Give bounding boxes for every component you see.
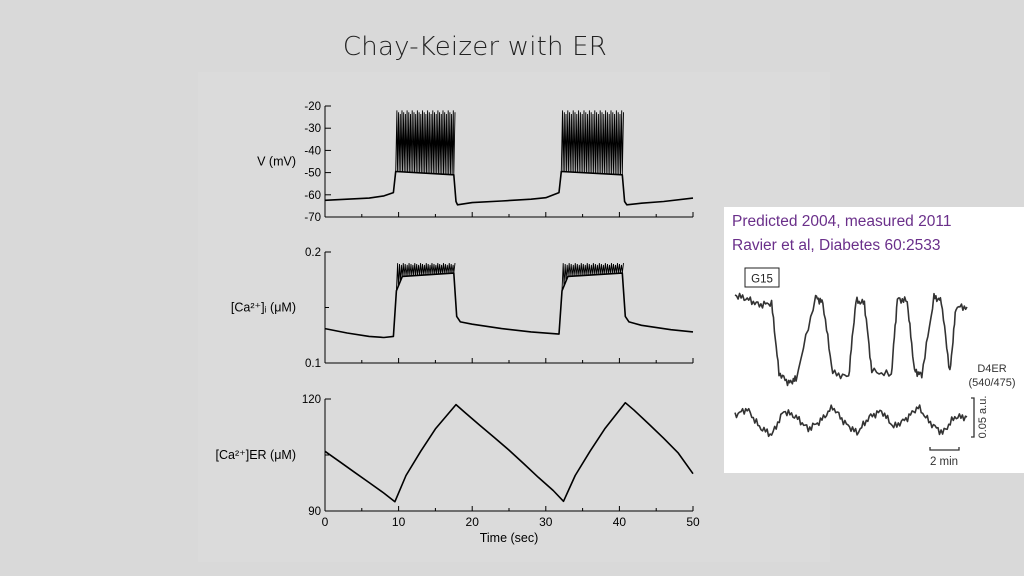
data-line-calcium-er	[324, 401, 694, 503]
y-axis-title: [Ca²⁺]ER (μM)	[216, 448, 296, 462]
y-tick-label: -50	[304, 168, 321, 180]
simulation-chart: -20 -30 -40 -50 -60 -70 V (mV) 0.2 0.1 [Ca²⁺]ᵢ (…	[216, 101, 700, 545]
data-line-voltage	[324, 170, 694, 206]
y-axis-title: V (mV)	[257, 155, 296, 169]
d4er-label: D4ER	[977, 363, 1006, 375]
measured-chart: G15 D4ER (540/475) 0.05 a.u. 2 min	[734, 267, 1016, 468]
y-tick-label: -30	[304, 123, 321, 135]
x-tick-label: 40	[613, 515, 627, 529]
burst-oscillations	[395, 110, 456, 175]
data-line-calcium-cytosol	[324, 272, 694, 339]
x-tick-label: 30	[539, 515, 553, 529]
y-tick-label: 0.1	[305, 358, 321, 370]
measured-traces	[734, 292, 968, 438]
scale-bar-horizontal-label: 2 min	[930, 456, 958, 468]
y-tick-label: -60	[304, 190, 321, 202]
er-calcium-plot: 120 90 [Ca²⁺]ER (μM) 0 10 20 30 40 50 Time (sec)	[216, 394, 700, 545]
y-tick-label: -40	[304, 145, 321, 157]
scale-bar-horizontal	[929, 447, 960, 451]
scale-bar-vertical	[971, 397, 975, 438]
x-tick-label: 10	[392, 515, 406, 529]
trace-d4er	[734, 404, 968, 438]
y-tick-label: -20	[304, 101, 321, 113]
cytosolic-calcium-plot: 0.2 0.1 [Ca²⁺]ᵢ (μM)	[231, 247, 694, 370]
inset-caption-line1: Predicted 2004, measured 2011	[732, 213, 952, 230]
trace-g15	[734, 292, 968, 387]
y-tick-label: 120	[302, 394, 321, 406]
y-tick-label: 90	[308, 506, 321, 518]
measured-data-inset: Predicted 2004, measured 2011 Ravier et …	[724, 207, 1024, 473]
scale-bar-vertical-label: 0.05 a.u.	[977, 396, 989, 439]
slide-title: Chay-Keizer with ER	[342, 32, 608, 62]
burst-oscillations	[395, 263, 456, 291]
burst-oscillations	[561, 263, 624, 291]
x-tick-label: 50	[686, 515, 700, 529]
burst-oscillations	[560, 110, 624, 175]
y-axis-title: [Ca²⁺]ᵢ (μM)	[231, 301, 296, 315]
d4er-label-wavelength: (540/475)	[968, 377, 1015, 389]
voltage-plot: -20 -30 -40 -50 -60 -70 V (mV)	[257, 101, 694, 224]
inset-caption-line2: Ravier et al, Diabetes 60:2533	[732, 237, 941, 254]
x-tick-label: 20	[466, 515, 480, 529]
x-axis-title: Time (sec)	[480, 531, 539, 545]
y-tick-label: -70	[304, 212, 321, 224]
x-tick-label: 0	[322, 515, 329, 529]
y-tick-label: 0.2	[305, 247, 321, 259]
g15-label: G15	[751, 274, 773, 286]
g15-label-box	[744, 267, 780, 288]
